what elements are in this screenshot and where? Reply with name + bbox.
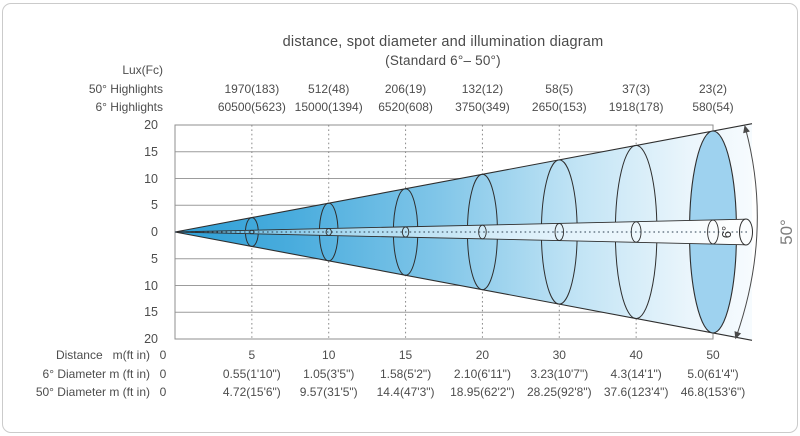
footer-value: 15: [398, 348, 413, 362]
highlight-value: 6520(608): [378, 100, 433, 114]
angle-arc-50deg: [734, 125, 758, 340]
highlight-row-label: 50° Highlights: [88, 82, 163, 96]
footer-value: 3.23(10'7"): [530, 366, 589, 381]
footer-row-label: 50° Diameter m (ft in): [35, 385, 150, 399]
footer-value: 20: [475, 348, 490, 362]
footer-value: 46.8(153'6"): [680, 385, 746, 399]
highlight-value: 2650(153): [531, 100, 587, 114]
highlight-value: 580(54): [692, 100, 734, 114]
lux-unit-label: Lux(Fc): [122, 63, 163, 77]
footer-value: 0.55(1'10"): [222, 366, 281, 381]
y-tick-label: 20: [144, 332, 158, 346]
y-tick-label: 5: [151, 251, 158, 266]
footer-value: 9.57(31'5"): [299, 385, 358, 399]
footer-value: 10: [322, 348, 336, 362]
outer-beam-angle-label: 50°: [777, 219, 796, 245]
footer-origin-value: 0: [159, 366, 167, 381]
highlight-value: 512(48): [308, 82, 350, 96]
footer-origin-value: 0: [159, 385, 167, 399]
footer-value: 37.6(123'4"): [603, 385, 669, 399]
footer-value: 2.10(6'11"): [453, 366, 511, 381]
highlight-value: 3750(349): [455, 100, 510, 114]
footer-row-label: Distance m(ft in): [55, 348, 150, 362]
footer-value: 30: [552, 348, 566, 362]
highlight-value: 15000(1394): [294, 100, 363, 114]
footer-value: 50: [706, 348, 720, 362]
footer-value: 14.4(47'3"): [376, 385, 435, 399]
y-tick-label: 15: [144, 305, 158, 320]
diagram-subtitle: (Standard 6°– 50°): [385, 53, 501, 68]
y-tick-label: 10: [144, 278, 158, 293]
footer-value: 4.3(14'1"): [610, 366, 662, 381]
footer-value: 1.05(3'5"): [303, 366, 355, 381]
footer-value: 5.0(61'4"): [687, 366, 739, 381]
highlight-value: 23(2): [698, 82, 728, 96]
highlight-value: 60500(5623): [217, 100, 286, 114]
footer-value: 18.95(62'2"): [450, 385, 515, 399]
y-tick-label: 15: [144, 144, 158, 159]
highlight-value: 132(12): [461, 82, 504, 96]
y-tick-label: 5: [151, 198, 158, 213]
highlight-value: 206(19): [384, 82, 427, 96]
inner-beam-angle-label: 6°: [719, 226, 734, 238]
footer-value: 4.72(15'6"): [222, 385, 281, 399]
y-tick-label: 20: [144, 118, 158, 132]
highlight-row-label: 6° Highlights: [95, 100, 164, 114]
highlight-value: 58(5): [545, 82, 574, 96]
y-tick-label: 0: [151, 225, 158, 239]
footer-value: 40: [629, 348, 643, 362]
inner-spot-cross-section: [401, 226, 410, 238]
highlight-value: 37(3): [622, 82, 651, 96]
highlight-value: 1918(178): [608, 100, 664, 114]
y-tick-label: 10: [144, 171, 158, 186]
footer-value: 1.58(5'2"): [379, 366, 432, 381]
diagram-title: distance, spot diameter and illumination…: [282, 34, 604, 50]
footer-value: 5: [248, 348, 256, 362]
footer-origin-value: 0: [159, 348, 167, 362]
highlight-value: 1970(183): [224, 82, 280, 96]
footer-row-label: 6° Diameter m (ft in): [42, 366, 150, 381]
inner-spot-cross-section: [554, 223, 565, 241]
footer-value: 28.25(92'8"): [526, 385, 592, 399]
